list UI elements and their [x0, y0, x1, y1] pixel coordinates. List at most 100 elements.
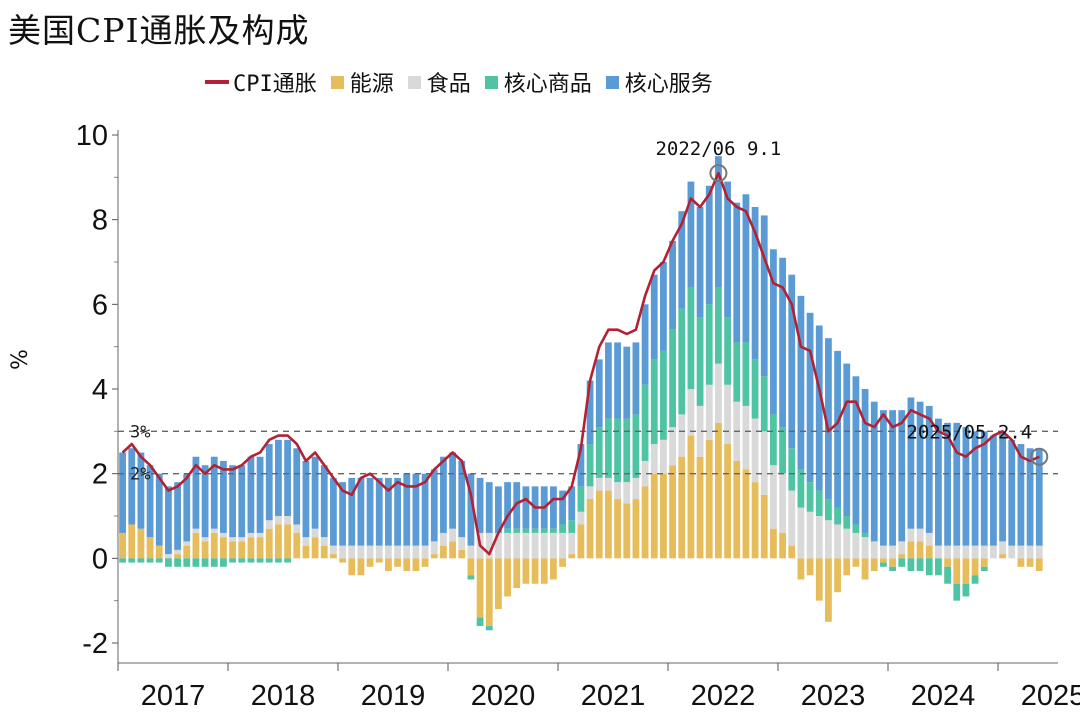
bar-segment — [119, 558, 126, 563]
legend-label-cpi: CPI通胀 — [233, 72, 317, 97]
bar-segment — [320, 465, 328, 538]
bar-segment — [788, 490, 796, 546]
bar-segment — [687, 389, 695, 436]
legend-swatch-core-goods — [484, 75, 498, 89]
bar-segment — [513, 532, 521, 559]
bar-segment — [220, 558, 227, 567]
bar-segment — [797, 507, 805, 559]
bar-segment — [751, 418, 759, 483]
bar-segment — [1035, 545, 1043, 559]
bar-segment — [660, 439, 667, 474]
bar-segment — [165, 486, 172, 555]
bar-segment — [660, 262, 667, 351]
bar-segment — [834, 524, 841, 559]
bar-segment — [779, 532, 786, 559]
bar-segment — [220, 532, 227, 538]
bar-segment — [302, 545, 310, 559]
bar-segment — [632, 414, 640, 478]
bar-segment — [330, 545, 337, 555]
bar-segment — [815, 516, 823, 559]
bar-segment — [247, 532, 255, 538]
bar-segment — [980, 566, 988, 572]
chart-title: 美国CPI通胀及构成 — [8, 11, 310, 50]
bar-segment — [568, 532, 576, 555]
bar-segment — [779, 257, 786, 428]
bar-segment — [650, 473, 658, 559]
bar-segment — [348, 477, 356, 546]
x-tick-label: 2018 — [251, 680, 316, 712]
bar-segment — [1017, 444, 1025, 546]
bar-segment — [155, 558, 163, 563]
legend-label-food: 食品 — [426, 72, 471, 97]
bar-segment — [284, 516, 291, 525]
bar-segment — [485, 626, 493, 631]
bar-segment — [641, 304, 649, 385]
bar-segment — [146, 465, 154, 538]
bar-segment — [192, 528, 200, 533]
bar-segment — [495, 486, 502, 533]
bar-segment — [944, 558, 951, 567]
cpi-line — [121, 171, 1040, 556]
bar-segment — [843, 558, 851, 576]
bar-segment — [403, 473, 411, 546]
legend-label-core-goods: 核心商品 — [503, 72, 592, 97]
bar-segment — [513, 558, 521, 588]
bar-segment — [1035, 448, 1043, 546]
bar-segment — [210, 532, 218, 559]
bar-segment — [229, 541, 236, 559]
bar-segment — [614, 482, 621, 500]
bar-segment — [760, 376, 768, 432]
bar-segment — [696, 317, 704, 406]
bar-segment — [760, 431, 768, 495]
annotation-label: 2022/06 9.1 — [655, 138, 781, 160]
bar-segment — [449, 452, 456, 529]
y-tick-label: 6 — [92, 289, 108, 321]
bar-segment — [265, 528, 273, 559]
bar-segment — [705, 439, 713, 559]
bar-segment — [220, 537, 227, 559]
bar-segment — [550, 532, 557, 559]
bar-segment — [815, 325, 823, 491]
y-tick-label: 8 — [92, 205, 108, 237]
bar-segment — [944, 422, 951, 546]
bar-segment — [971, 558, 979, 576]
bar-segment — [495, 532, 502, 559]
bar-segment — [229, 465, 236, 538]
bar-segment — [430, 541, 438, 555]
bar-segment — [403, 545, 411, 559]
bar-segment — [953, 545, 961, 559]
bar-segment — [476, 558, 484, 618]
bar-segment — [467, 545, 475, 559]
bar-segment — [715, 287, 722, 364]
bar-segment — [779, 473, 786, 533]
y-tick-label: -2 — [82, 628, 108, 660]
bar-segment — [907, 528, 915, 542]
x-tick-label: 2025 — [1021, 680, 1080, 712]
y-tick-label: 4 — [92, 374, 108, 406]
bar-segment — [815, 490, 823, 516]
bar-segment — [962, 583, 970, 597]
bar-segment — [247, 558, 255, 563]
bar-segment — [440, 545, 447, 559]
x-tick-label: 2019 — [361, 680, 426, 712]
bar-segment — [1008, 439, 1016, 546]
bar-segment — [678, 308, 686, 415]
bar-segment — [806, 312, 814, 483]
bar-segment — [577, 486, 585, 512]
bar-segment — [834, 350, 841, 508]
reference-line-label: 2% — [130, 465, 150, 485]
bar-segment — [696, 405, 704, 457]
bar-segment — [724, 181, 731, 318]
bar-segment — [852, 524, 860, 533]
bar-segment — [357, 477, 365, 546]
bar-segment — [696, 206, 704, 318]
bar-segment — [962, 427, 970, 546]
bar-segment — [953, 422, 961, 546]
bar-segment — [742, 194, 750, 343]
bar-segment — [201, 537, 209, 542]
bar-segment — [485, 532, 493, 559]
bar-segment — [238, 558, 246, 563]
bar-segment — [889, 566, 896, 572]
x-tick-label: 2020 — [471, 680, 536, 712]
bar-segment — [861, 537, 869, 559]
